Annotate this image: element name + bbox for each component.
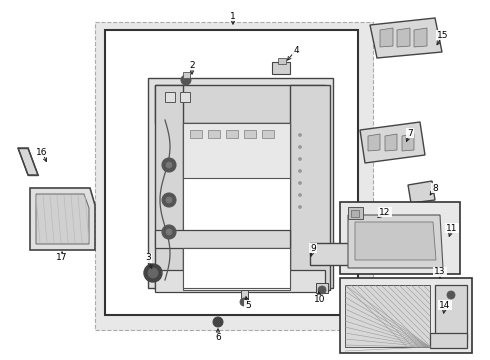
Bar [190, 130, 202, 138]
Text: 7: 7 [407, 129, 413, 138]
Bar [244, 130, 256, 138]
Bar [183, 123, 290, 290]
Bar [95, 22, 373, 330]
Polygon shape [355, 222, 436, 260]
Bar [226, 130, 238, 138]
Circle shape [298, 194, 301, 197]
Bar [351, 210, 359, 217]
Circle shape [166, 197, 172, 203]
Circle shape [298, 206, 301, 208]
Bar [148, 78, 333, 288]
Bar [183, 123, 290, 178]
Circle shape [144, 264, 162, 282]
Polygon shape [18, 148, 38, 175]
Bar [340, 278, 472, 353]
Bar [183, 248, 290, 288]
Circle shape [181, 75, 191, 85]
Bar [290, 85, 330, 290]
Polygon shape [414, 28, 427, 47]
Text: 12: 12 [379, 207, 391, 216]
Bar [208, 130, 220, 138]
Polygon shape [36, 194, 89, 244]
Text: 15: 15 [437, 31, 449, 40]
Text: 17: 17 [56, 253, 68, 262]
Bar [272, 62, 290, 74]
Text: 8: 8 [432, 184, 438, 193]
Text: 16: 16 [36, 148, 48, 157]
Text: 4: 4 [293, 45, 299, 54]
Circle shape [298, 170, 301, 172]
Bar [316, 283, 328, 293]
Circle shape [166, 162, 172, 168]
Bar [430, 333, 467, 348]
Bar [348, 207, 363, 219]
Bar [155, 230, 290, 248]
Text: 1: 1 [230, 12, 236, 21]
Polygon shape [408, 181, 435, 203]
Circle shape [447, 291, 455, 299]
Polygon shape [402, 134, 414, 151]
Polygon shape [30, 188, 95, 250]
Bar [435, 285, 467, 340]
Text: 13: 13 [434, 267, 446, 276]
Circle shape [318, 286, 326, 294]
Circle shape [298, 134, 301, 136]
Text: 14: 14 [440, 301, 451, 310]
Bar [241, 290, 248, 300]
Bar [345, 285, 430, 347]
Bar [155, 85, 325, 123]
Circle shape [298, 158, 301, 161]
Text: 6: 6 [215, 333, 221, 342]
Bar [340, 202, 460, 274]
Bar [165, 92, 175, 102]
Bar [105, 30, 358, 315]
Bar [278, 58, 286, 64]
Bar [262, 130, 274, 138]
Circle shape [148, 268, 158, 278]
Circle shape [162, 225, 176, 239]
Bar [310, 243, 372, 265]
Polygon shape [368, 134, 380, 151]
Bar [155, 270, 325, 292]
Bar [155, 85, 183, 290]
Text: 5: 5 [245, 301, 251, 310]
Circle shape [213, 317, 223, 327]
Circle shape [162, 193, 176, 207]
Text: 11: 11 [446, 224, 458, 233]
Circle shape [240, 298, 248, 306]
Polygon shape [348, 215, 443, 268]
Circle shape [166, 229, 172, 235]
Circle shape [298, 181, 301, 185]
Polygon shape [370, 18, 442, 58]
Text: 2: 2 [189, 60, 195, 69]
Circle shape [298, 145, 301, 149]
Polygon shape [360, 122, 425, 163]
Polygon shape [397, 28, 410, 47]
Bar [180, 92, 190, 102]
Polygon shape [385, 134, 397, 151]
Text: 10: 10 [314, 296, 326, 305]
Text: 3: 3 [145, 253, 151, 262]
Circle shape [162, 158, 176, 172]
Bar [183, 72, 190, 78]
Polygon shape [380, 28, 393, 47]
Text: 9: 9 [310, 243, 316, 252]
